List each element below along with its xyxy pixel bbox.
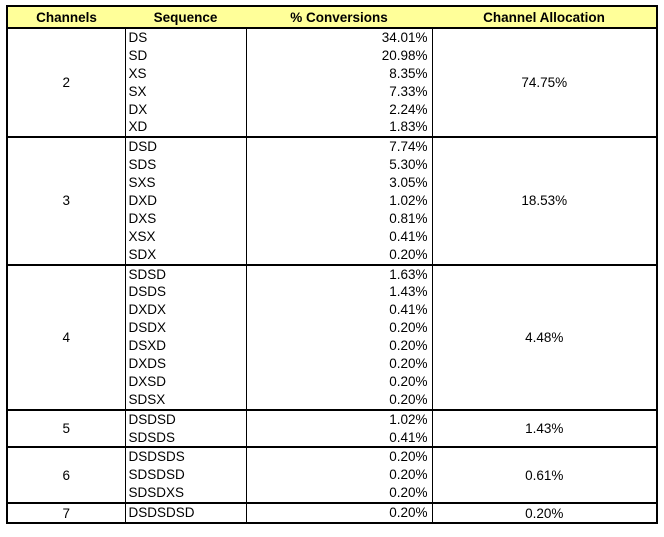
channel-attribution-table: Channels Sequence % Conversions Channel … [6,5,658,525]
sequence-value: SDSDXS [128,485,185,501]
sequence-value: DXS [128,210,157,226]
sequence-value: SDSDS [128,429,176,445]
channel-group-row: 7 DSDSDSD 0.20% 0.20% [6,502,658,524]
conversion-value: 0.20% [389,320,428,336]
sequence-value: SX [128,83,147,99]
sequence-value: DSDX [128,320,167,336]
sequence-value: DSDSD [128,411,176,427]
sequence-value: DSD [128,139,158,155]
conversion-value: 0.20% [389,373,428,389]
channel-group-row: 5 DSDSD SDSDS 1.02% 0.41% 1.43% [6,408,658,448]
channel-group-row: 6 DSDSDS SDSDSD SDSDXS 0.20% 0.20% 0.20% 0.61% [6,446,658,504]
table-body: 2 DS SD XS SX DX XD 34.01% 20.98% 8.35% 7.33% 2.24%… [6,26,658,524]
conversion-value: 20.98% [381,47,428,63]
sequence-value: SD [128,47,148,63]
conversion-value: 0.41% [389,302,428,318]
conversions-cell: 0.20% 0.20% 0.20% [245,446,433,504]
sequence-value: DSDS [128,284,167,300]
channel-group-row: 4 SDSD DSDS DXDX DSDX DSXD DXDS DXSD SDSX 1.63% 1.… [6,263,658,411]
sequence-value: DS [128,30,148,45]
conversion-value: 7.74% [389,139,428,155]
sequence-value: SDX [128,246,157,262]
sequence-cell: DSDSDS SDSDSD SDSDXS [124,446,247,504]
conversion-value: 7.33% [389,83,428,99]
conversion-value: 0.20% [389,338,428,354]
sequence-value: SDSD [128,266,167,282]
sequence-value: XSX [128,228,156,244]
conversion-value: 1.02% [389,193,428,209]
column-header-sequence: Sequence [125,6,246,29]
sequence-cell: DSDSDSD [124,502,247,524]
sequence-value: DXSD [128,373,167,389]
sequence-value: SDS [128,157,157,173]
channels-cell: 7 [6,502,126,524]
conversion-value: 1.63% [389,266,428,282]
allocation-cell: 0.61% [431,446,658,504]
channels-cell: 2 [6,26,126,138]
sequence-value: XS [128,65,147,81]
allocation-cell: 1.43% [431,408,658,448]
conversions-cell: 1.63% 1.43% 0.41% 0.20% 0.20% 0.20% 0.20% 0.20% [245,263,433,411]
allocation-cell: 4.48% [431,263,658,411]
conversion-value: 1.83% [389,119,428,135]
attribution-table-container: Channels Sequence % Conversions Channel … [6,5,658,525]
conversion-value: 0.20% [389,467,428,483]
sequence-value: DXDS [128,356,167,372]
column-header-conversions: % Conversions [246,6,432,29]
sequence-value: SXS [128,175,156,191]
column-header-allocation: Channel Allocation [432,6,657,29]
sequence-value: DXD [128,193,158,209]
conversion-value: 1.02% [389,411,428,427]
sequence-cell: DS SD XS SX DX XD [124,26,247,138]
sequence-value: SDSX [128,391,166,407]
conversion-value: 0.20% [389,391,428,407]
channels-cell: 4 [6,263,126,411]
conversions-cell: 1.02% 0.41% [245,408,433,448]
conversion-value: 8.35% [389,65,428,81]
conversion-value: 2.24% [389,101,428,117]
conversion-value: 5.30% [389,157,428,173]
sequence-value: DXDX [128,302,167,318]
sequence-value: XD [128,119,148,135]
channels-cell: 5 [6,408,126,448]
channels-cell: 6 [6,446,126,504]
conversion-value: 34.01% [381,30,428,45]
table-header: Channels Sequence % Conversions Channel … [7,6,657,29]
conversion-value: 0.20% [389,356,428,372]
sequence-value: DX [128,101,148,117]
sequence-cell: SDSD DSDS DXDX DSDX DSXD DXDS DXSD SDSX [124,263,247,411]
sequence-cell: DSD SDS SXS DXD DXS XSX SDX [124,136,247,266]
conversion-value: 0.81% [389,210,428,226]
sequence-value: DSXD [128,338,167,354]
sequence-value: SDSDSD [128,467,185,483]
sequence-cell: DSDSD SDSDS [124,408,247,448]
allocation-cell: 0.20% [431,502,658,524]
conversion-value: 0.41% [389,228,428,244]
header-row: Channels Sequence % Conversions Channel … [7,6,657,29]
conversion-value: 1.43% [389,284,428,300]
conversion-value: 0.20% [389,485,428,501]
sequence-value: DSDSDS [128,449,185,465]
conversions-cell: 0.20% [245,502,433,524]
conversion-value: 0.20% [389,246,428,262]
conversions-cell: 7.74% 5.30% 3.05% 1.02% 0.81% 0.41% 0.20% [245,136,433,266]
conversion-value: 3.05% [389,175,428,191]
allocation-cell: 18.53% [431,136,658,266]
channel-group-row: 2 DS SD XS SX DX XD 34.01% 20.98% 8.35% 7.33% 2.24%… [6,26,658,138]
column-header-channels: Channels [7,6,125,29]
conversion-value: 0.20% [389,449,428,465]
channel-group-row: 3 DSD SDS SXS DXD DXS XSX SDX 7.74% 5.30% 3.05% 1.0… [6,136,658,266]
allocation-cell: 74.75% [431,26,658,138]
conversion-value: 0.41% [389,429,428,445]
channels-cell: 3 [6,136,126,266]
conversions-cell: 34.01% 20.98% 8.35% 7.33% 2.24% 1.83% [245,26,433,138]
conversion-value: 0.20% [389,505,428,521]
sequence-value: DSDSDSD [128,505,195,521]
